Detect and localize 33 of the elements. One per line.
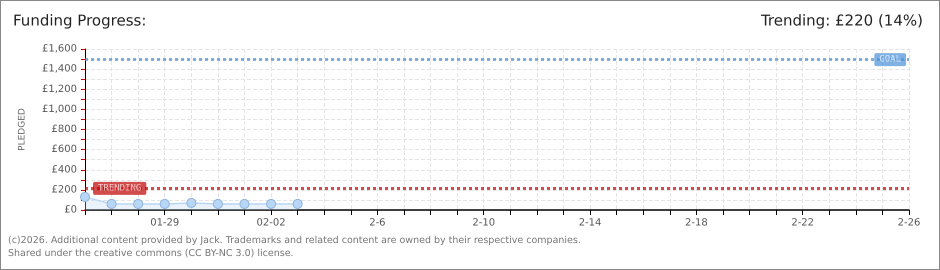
y-tick-label: £1,200 (42, 84, 77, 95)
y-tick-label: £1,600 (42, 44, 77, 54)
point (160, 198, 170, 209)
y-tick-label: £600 (52, 144, 77, 156)
y-tick-label: £1,000 (42, 104, 77, 115)
point (239, 198, 250, 209)
text: (c)2026. Additional content provided by Jack. Trademarks and related content are owned by their respective companies. (8, 235, 581, 246)
chart-title: Funding Progress: (13, 12, 146, 30)
text: Shared under the creative commons (CC BY-NC 3.0) license. (8, 248, 294, 259)
point (106, 198, 117, 209)
point (186, 198, 196, 208)
x-tick-label: 2-26 (898, 218, 920, 228)
point (80, 192, 90, 202)
y-tick-label: £400 (52, 164, 77, 176)
x-tick-label: 01-29 (150, 218, 180, 228)
y-tick-label: £0 (64, 204, 77, 216)
point (212, 198, 223, 209)
ref-line-label: TRENDING (98, 183, 142, 194)
x-tick-label: 02-02 (256, 218, 286, 228)
x-tick-label: 2-14 (578, 218, 602, 228)
x-tick-label: 2-10 (472, 218, 496, 228)
point (133, 198, 144, 209)
y-tick-label: £200 (52, 184, 77, 196)
x-tick-label: 2-18 (685, 218, 708, 228)
ref-line-label: GOAL (879, 54, 901, 65)
y-tick-label: £1,400 (42, 64, 77, 75)
y-tick-label: £800 (52, 124, 77, 135)
x-tick-label: 2-22 (791, 218, 814, 228)
y-axis-title: PLEDGED (18, 108, 28, 151)
point (266, 198, 276, 209)
point (292, 198, 303, 209)
x-tick-label: 2-6 (369, 218, 386, 228)
chart-subtitle: Trending: £220 (14%) (760, 12, 924, 30)
